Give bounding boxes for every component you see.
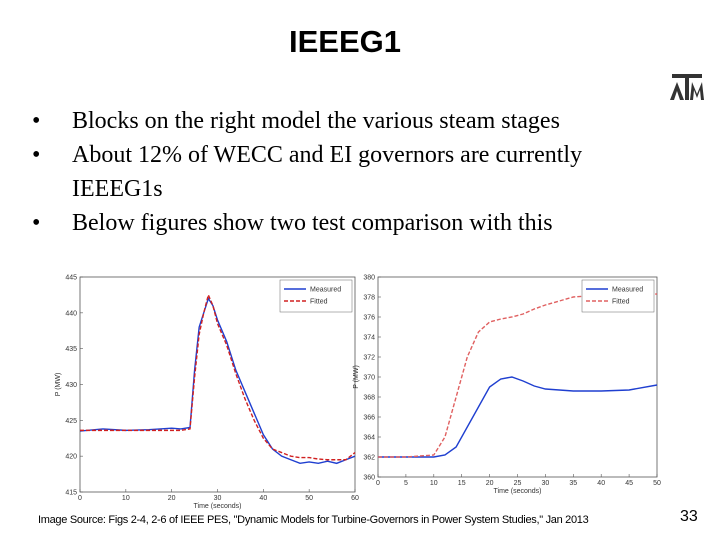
x-tick-label: 10: [430, 480, 438, 487]
series-line: [80, 292, 356, 461]
x-tick-label: 30: [542, 480, 550, 487]
legend-label: Fitted: [310, 299, 328, 306]
x-tick-label: 45: [625, 480, 633, 487]
y-tick-label: 360: [363, 475, 375, 482]
x-tick-label: 40: [259, 495, 267, 502]
legend-box: [279, 279, 353, 313]
legend-label: Fitted: [612, 299, 630, 306]
series-line: [378, 376, 658, 458]
y-tick-label: 374: [363, 335, 375, 342]
x-tick-label: 50: [305, 495, 313, 502]
y-tick-label: 435: [65, 346, 77, 353]
legend-label: Measured: [612, 287, 643, 294]
y-tick-label: 364: [363, 435, 375, 442]
y-axis-label: P (MW): [353, 365, 360, 389]
y-tick-label: 415: [65, 490, 77, 497]
page-number: 33: [680, 508, 698, 525]
bullet: Below figures show two test comparison w…: [32, 206, 672, 240]
legend-box: [581, 279, 655, 313]
x-tick-label: 5: [404, 480, 408, 487]
y-tick-label: 445: [65, 275, 77, 282]
plot-area: [79, 276, 356, 493]
x-axis-label: Time (seconds): [194, 503, 242, 510]
x-tick-label: 15: [458, 480, 466, 487]
x-tick-label: 40: [597, 480, 605, 487]
series-line: [378, 293, 658, 458]
y-tick-label: 430: [65, 382, 77, 389]
x-tick-label: 25: [514, 480, 522, 487]
x-tick-label: 50: [653, 480, 661, 487]
y-tick-label: 440: [65, 310, 77, 317]
x-tick-label: 0: [78, 495, 82, 502]
x-tick-label: 10: [122, 495, 130, 502]
y-tick-label: 378: [363, 295, 375, 302]
y-axis-label: P (MW): [55, 373, 62, 397]
y-tick-label: 376: [363, 315, 375, 322]
logo: [670, 74, 704, 100]
x-axis-label: Time (seconds): [494, 488, 542, 495]
y-tick-label: 420: [65, 454, 77, 461]
bullet: About 12% of WECC and EI governors are c…: [32, 138, 672, 206]
x-tick-label: 30: [214, 495, 222, 502]
bullet-list: Blocks on the right model the various st…: [32, 104, 672, 240]
slide-title: IEEEG1: [289, 24, 401, 59]
series-line: [79, 296, 356, 465]
x-tick-label: 60: [351, 495, 359, 502]
legend-label: Measured: [310, 287, 341, 294]
bullet: Blocks on the right model the various st…: [32, 104, 672, 138]
image-source: Image Source: Figs 2-4, 2-6 of IEEE PES,…: [38, 514, 589, 526]
y-tick-label: 370: [363, 375, 375, 382]
x-tick-label: 0: [376, 480, 380, 487]
x-tick-label: 20: [168, 495, 176, 502]
y-tick-label: 380: [363, 275, 375, 282]
x-tick-label: 35: [569, 480, 577, 487]
x-tick-label: 20: [486, 480, 494, 487]
y-tick-label: 372: [363, 355, 375, 362]
y-tick-label: 366: [363, 415, 375, 422]
y-tick-label: 362: [363, 455, 375, 462]
y-tick-label: 368: [363, 395, 375, 402]
y-tick-label: 425: [65, 418, 77, 425]
